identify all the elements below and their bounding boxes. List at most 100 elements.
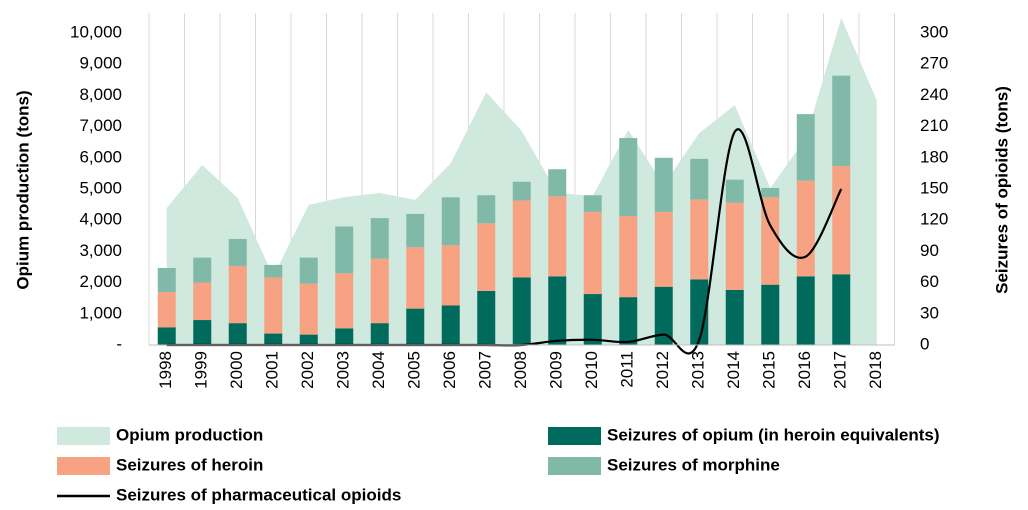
bar (690, 279, 709, 345)
x-tick-label: 2010 (582, 351, 601, 389)
bar (761, 197, 780, 285)
bar (477, 290, 496, 345)
bar (725, 289, 744, 345)
bar (583, 195, 602, 212)
bar (228, 323, 247, 345)
bar (157, 268, 176, 292)
legend-label: Seizures of morphine (607, 455, 780, 474)
bar (157, 291, 176, 328)
bar (264, 277, 283, 334)
bar (690, 158, 709, 200)
x-tick-label: 2015 (760, 351, 779, 389)
bar (796, 276, 815, 345)
y2-axis-title: Seizures of opioids (tons) (992, 86, 1011, 294)
y2-tick-label: 0 (920, 334, 929, 353)
bar (335, 273, 354, 329)
x-tick-label: 2003 (334, 351, 353, 389)
y2-tick-label: 270 (920, 54, 948, 73)
y-tick-label: 3,000 (79, 241, 122, 260)
bar (512, 181, 531, 201)
x-tick-label: 2013 (689, 351, 708, 389)
bar (832, 166, 851, 275)
y2-tick-label: 90 (920, 241, 939, 260)
y2-tick-label: 240 (920, 85, 948, 104)
bar (548, 196, 567, 277)
y-tick-label: 9,000 (79, 54, 122, 73)
legend-swatch (548, 457, 601, 475)
x-tick-label: 1999 (192, 351, 211, 389)
bar (832, 75, 851, 167)
x-tick-label: 1998 (156, 351, 175, 389)
bar (477, 195, 496, 224)
bar (335, 226, 354, 274)
bar (796, 114, 815, 181)
bar (370, 323, 389, 345)
x-tick-label: 2014 (724, 351, 743, 389)
x-tick-label: 2001 (263, 351, 282, 389)
x-tick-label: 2002 (298, 351, 317, 389)
x-tick-label: 2012 (653, 351, 672, 389)
x-tick-label: 2004 (369, 351, 388, 389)
bar (264, 264, 283, 278)
x-tick-label: 2009 (547, 351, 566, 389)
legend-swatch (57, 457, 110, 475)
legend-label: Seizures of heroin (116, 455, 263, 474)
y-tick-label: 7,000 (79, 116, 122, 135)
bar (299, 257, 318, 284)
bar (193, 257, 212, 283)
bar (193, 320, 212, 345)
y-tick-label: 4,000 (79, 210, 122, 229)
bar (761, 187, 780, 198)
bar (406, 308, 425, 345)
x-tick-label: 2007 (476, 351, 495, 389)
bar (264, 333, 283, 345)
bar (370, 258, 389, 324)
bar (761, 284, 780, 345)
bar (299, 334, 318, 345)
bar (441, 305, 460, 345)
bar (406, 213, 425, 248)
bar (548, 169, 567, 197)
x-tick-label: 2016 (795, 351, 814, 389)
bar (654, 157, 673, 212)
bar (654, 286, 673, 345)
bar (619, 138, 638, 217)
bar (796, 180, 815, 277)
y2-tick-label: 180 (920, 147, 948, 166)
bar (299, 283, 318, 335)
legend-label: Seizures of pharmaceutical opioids (116, 485, 401, 504)
y2-tick-label: 60 (920, 272, 939, 291)
bar (583, 294, 602, 345)
bar (406, 247, 425, 309)
y-tick-label: 2,000 (79, 272, 122, 291)
y-tick-label: 6,000 (79, 147, 122, 166)
legend-swatch (548, 427, 601, 445)
bar (725, 179, 744, 203)
bar (548, 276, 567, 345)
legend-swatch (57, 427, 110, 445)
bar (157, 327, 176, 345)
bar (441, 245, 460, 306)
y-tick-label: 1,000 (79, 303, 122, 322)
bar (193, 282, 212, 321)
y2-tick-label: 150 (920, 178, 948, 197)
bar (370, 218, 389, 259)
y2-tick-label: 30 (920, 303, 939, 322)
x-tick-label: 2006 (440, 351, 459, 389)
bar (654, 211, 673, 287)
y2-tick-label: 120 (920, 210, 948, 229)
legend-label: Seizures of opium (in heroin equivalents… (607, 425, 940, 444)
bar (583, 211, 602, 295)
bar (512, 277, 531, 345)
bar (690, 199, 709, 280)
bar (477, 223, 496, 291)
bar (725, 202, 744, 290)
y-tick-label: 10,000 (70, 22, 122, 41)
bar (228, 238, 247, 266)
y-axis-title: Opium production (tons) (13, 90, 32, 289)
y2-tick-label: 300 (920, 22, 948, 41)
y-tick-label: 8,000 (79, 85, 122, 104)
y-tick-label: - (116, 334, 122, 353)
bar (335, 328, 354, 345)
